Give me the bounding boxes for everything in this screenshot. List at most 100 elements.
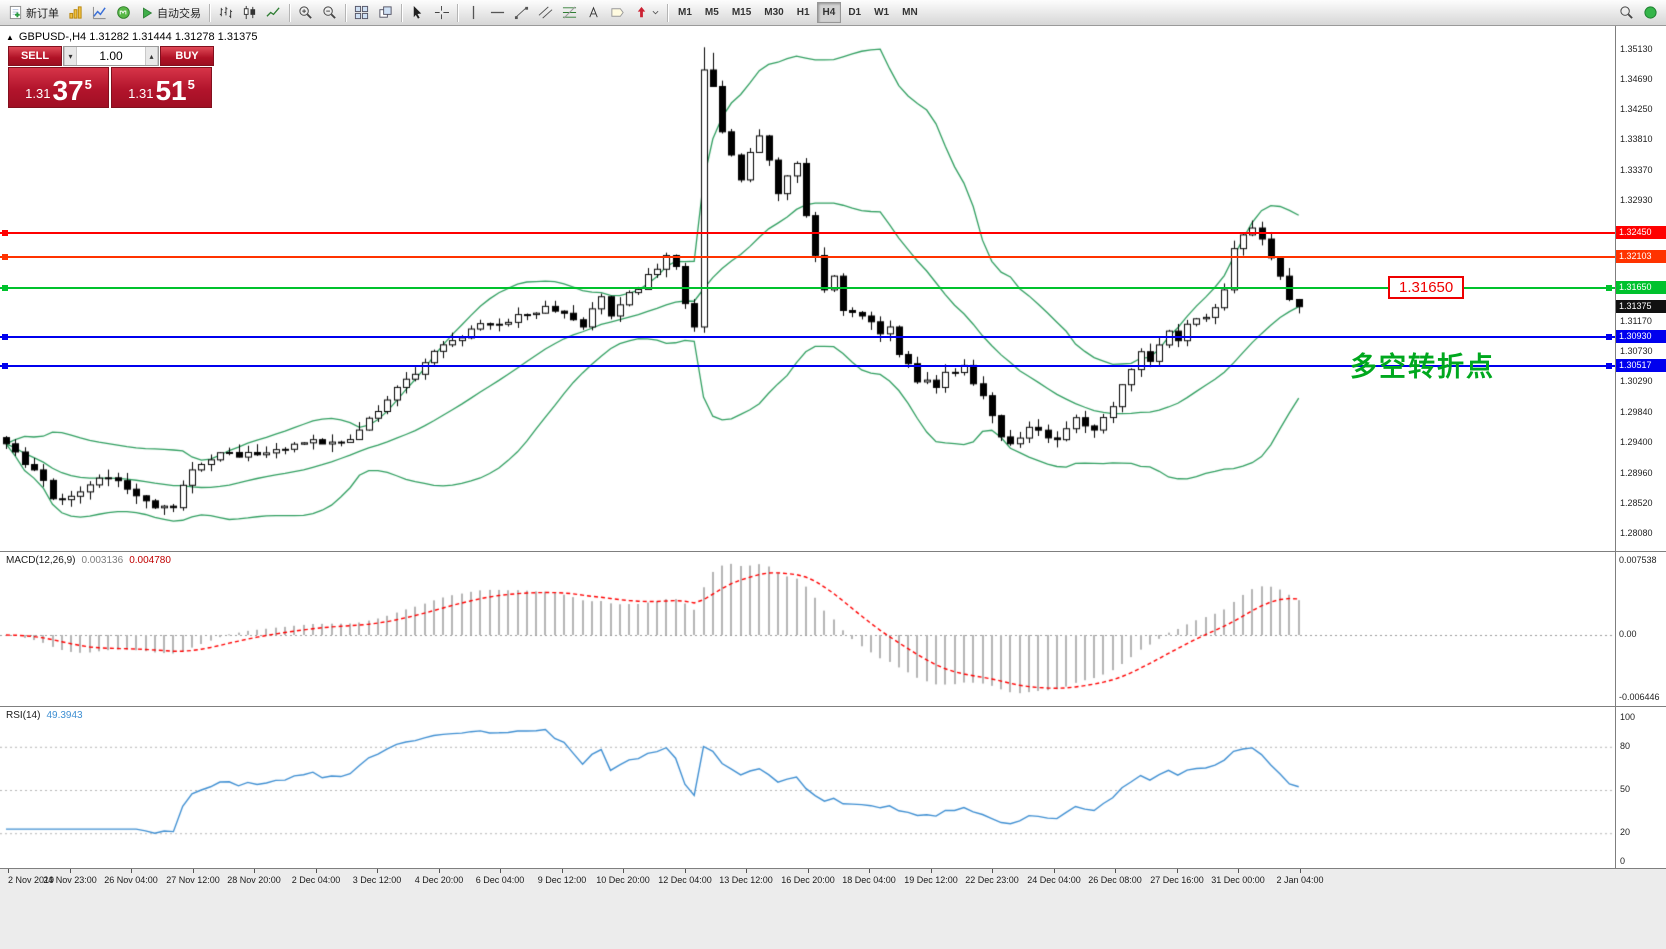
rsi-name: RSI(14) [6,710,41,721]
cascade-windows-button[interactable] [374,2,397,23]
quote-ohlc-text: GBPUSD-,H4 1.31282 1.31444 1.31278 1.313… [18,31,258,43]
toolbar-separator [401,3,402,22]
candlestick-chart-button[interactable] [238,2,261,23]
candlestick-chart-icon [242,5,257,20]
line-chart-button[interactable] [262,2,285,23]
timeframe-h4-button[interactable]: H4 [816,2,842,23]
toolbar-separator [457,3,458,22]
market-watch-button[interactable] [88,2,111,23]
line-chart-icon [266,5,281,20]
autotrading-play-icon [140,6,154,20]
bid-prefix: 1.31 [25,85,51,101]
toolbar: 新订单 自动交易 M1 M5 M15 M30 H1 H4 D1 W1 MN [0,0,1666,26]
macd-signal-value: 0.004780 [129,555,171,566]
label-tool-icon [610,5,625,20]
one-click-trading-panel: SELL ▾ 1.00 ▴ BUY 1.31 37 5 1.31 51 5 [8,46,214,108]
new-order-button[interactable]: 新订单 [4,2,63,23]
timeframe-h1-button[interactable]: H1 [791,2,816,23]
horizontal-line-icon [490,5,505,20]
rsi-header: RSI(14) 49.3943 [6,710,83,721]
rsi-value: 49.3943 [46,710,83,721]
volume-increase-button[interactable]: ▴ [145,47,158,65]
community-button[interactable] [112,2,135,23]
channel-icon [538,5,553,20]
timeframe-m30-button[interactable]: M30 [758,2,789,23]
price-axis-divider [1615,26,1616,868]
macd-name: MACD(12,26,9) [6,555,76,566]
main-chart-canvas[interactable] [0,26,1615,551]
horizontal-line-tool-button[interactable] [486,2,509,23]
dropdown-caret-icon [652,9,659,16]
turning-point-annotation[interactable]: 多空转折点 [1350,352,1495,383]
crosshair-button[interactable] [430,2,453,23]
bid-pipette: 5 [84,77,92,92]
volume-decrease-button[interactable]: ▾ [64,47,77,65]
connection-status-button[interactable] [1639,2,1662,23]
search-icon [1619,5,1634,20]
macd-indicator-panel: MACD(12,26,9) 0.003136 0.004780 [0,551,1666,707]
text-tool-button[interactable] [582,2,605,23]
timeframe-d1-button[interactable]: D1 [842,2,867,23]
market-watch-icon [92,5,107,20]
rsi-indicator-panel: RSI(14) 49.3943 [0,706,1666,869]
bar-chart-button[interactable] [214,2,237,23]
zoom-in-button[interactable] [294,2,317,23]
channel-tool-button[interactable] [534,2,557,23]
ask-prefix: 1.31 [128,85,154,101]
vertical-line-icon [466,5,481,20]
fibonacci-tool-button[interactable] [558,2,581,23]
vertical-line-tool-button[interactable] [462,2,485,23]
autotrading-label: 自动交易 [157,7,201,20]
cursor-button[interactable] [406,2,429,23]
volume-value[interactable]: 1.00 [99,49,123,63]
ask-price-display[interactable]: 1.31 51 5 [111,67,212,108]
bar-chart-icon [218,5,233,20]
search-button[interactable] [1615,2,1638,23]
quote-marker-icon: ▲ [6,32,14,42]
toolbar-separator [345,3,346,22]
cursor-icon [410,5,425,20]
timeframe-m1-button[interactable]: M1 [672,2,698,23]
price-callout-label[interactable]: 1.31650 [1388,275,1465,299]
bid-price-display[interactable]: 1.31 37 5 [8,67,109,108]
green-status-icon [1643,5,1658,20]
charts-button[interactable] [64,2,87,23]
timeframe-group: M1 M5 M15 M30 H1 H4 D1 W1 MN [672,2,924,23]
macd-main-value: 0.003136 [81,555,124,566]
autotrading-button[interactable]: 自动交易 [136,2,205,23]
time-axis [0,868,1666,949]
timeframe-m15-button[interactable]: M15 [726,2,757,23]
trendline-tool-button[interactable] [510,2,533,23]
new-order-label: 新订单 [26,7,59,20]
macd-canvas[interactable] [0,552,1615,707]
new-order-icon [8,5,23,20]
volume-spinner[interactable]: ▾ 1.00 ▴ [63,46,159,66]
timeframe-m5-button[interactable]: M5 [699,2,725,23]
arrows-tool-button[interactable] [630,2,663,23]
tile-windows-icon [354,5,369,20]
zoom-out-icon [322,5,337,20]
gold-chart-icon [68,5,83,20]
toolbar-separator [209,3,210,22]
fibonacci-icon [562,5,577,20]
label-tool-button[interactable] [606,2,629,23]
zoom-in-icon [298,5,313,20]
crosshair-icon [434,5,449,20]
tile-windows-button[interactable] [350,2,373,23]
cascade-windows-icon [378,5,393,20]
macd-header: MACD(12,26,9) 0.003136 0.004780 [6,555,171,566]
arrow-tool-icon [634,5,649,20]
quote-info-line: ▲ GBPUSD-,H4 1.31282 1.31444 1.31278 1.3… [6,31,257,43]
timeframe-w1-button[interactable]: W1 [868,2,895,23]
trendline-icon [514,5,529,20]
timeframe-mn-button[interactable]: MN [896,2,924,23]
community-icon [116,5,131,20]
sell-button[interactable]: SELL [8,46,62,66]
text-tool-icon [586,5,601,20]
zoom-out-button[interactable] [318,2,341,23]
rsi-canvas[interactable] [0,707,1615,869]
buy-button[interactable]: BUY [160,46,214,66]
toolbar-separator [289,3,290,22]
toolbar-separator [667,3,668,22]
